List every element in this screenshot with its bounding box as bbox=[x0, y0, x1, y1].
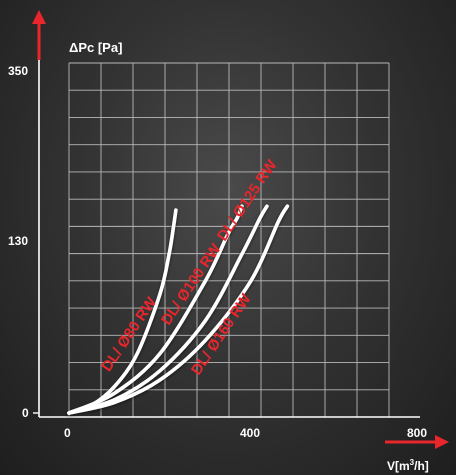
x-axis-arrowhead bbox=[435, 435, 449, 449]
x-axis-title-sup: 3 bbox=[410, 458, 415, 467]
x-axis-title: V[m3/h] bbox=[387, 458, 429, 473]
series-line-4 bbox=[67, 204, 290, 415]
x-tick-label-400: 400 bbox=[240, 426, 260, 440]
series-curves bbox=[67, 204, 290, 415]
x-tick-label-800: 800 bbox=[407, 426, 427, 440]
series-label-3: DL/ Ø125 RW bbox=[214, 156, 281, 244]
series-line-1 bbox=[67, 208, 178, 415]
x-axis-title-tail: /h] bbox=[414, 459, 429, 473]
series-label-4: DL/ Ø160 RW bbox=[188, 290, 255, 378]
series-line-2 bbox=[67, 204, 244, 415]
y-tick-label-130: 130 bbox=[8, 234, 28, 248]
x-axis-title-base: V[m bbox=[387, 459, 410, 473]
y-axis-title: ΔPc [Pa] bbox=[69, 40, 122, 55]
y-tick-label-0: 0 bbox=[22, 406, 29, 420]
x-tick-label-0: 0 bbox=[64, 426, 71, 440]
y-axis-arrowhead bbox=[32, 10, 46, 24]
y-tick-label-350: 350 bbox=[8, 64, 28, 78]
series-line-3 bbox=[67, 204, 269, 415]
